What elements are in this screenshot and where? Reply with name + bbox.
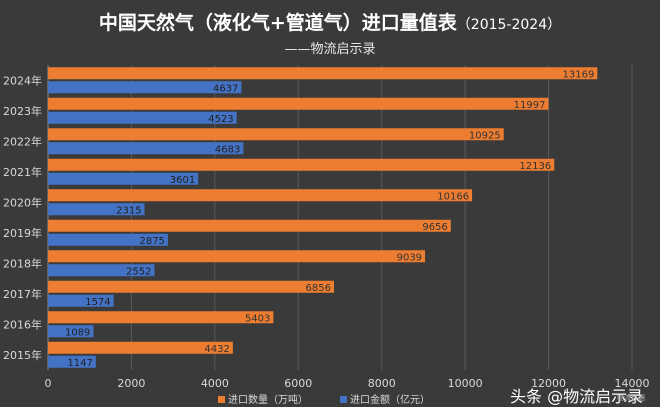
chart-title-years: （2015-2024） — [456, 17, 562, 33]
bar-value — [48, 111, 237, 124]
bar-volume — [48, 250, 426, 263]
chart-title-main: 中国天然气（液化气+管道气）进口量值表 — [98, 12, 457, 34]
bar-value — [48, 203, 145, 216]
y-category-label: 2015年 — [3, 348, 42, 362]
y-category-label: 2017年 — [3, 287, 42, 301]
bar-volume — [48, 128, 504, 141]
legend-label-volume: 进口数量（万吨） — [228, 393, 308, 405]
data-label-volume: 4432 — [204, 344, 229, 355]
bar-value — [48, 294, 114, 307]
y-category-label: 2024年 — [3, 73, 42, 87]
data-label-volume: 10166 — [437, 191, 469, 202]
watermark-small: 物流数据 — [617, 394, 645, 402]
data-label-value: 2552 — [126, 266, 151, 277]
y-category-label: 2018年 — [3, 256, 42, 270]
watermark: 头条 @物流启示录 — [510, 387, 644, 406]
data-label-value: 3601 — [170, 175, 195, 186]
data-label-value: 4523 — [208, 114, 233, 125]
bar-volume — [48, 158, 555, 171]
bar-volume — [48, 219, 451, 232]
bar-volume — [48, 97, 549, 110]
data-label-volume: 11997 — [514, 100, 546, 111]
x-tick-label: 12000 — [531, 377, 566, 390]
bar-value — [48, 172, 199, 185]
x-tick-label: 0 — [45, 377, 52, 390]
data-label-volume: 13169 — [563, 69, 595, 80]
bar-value — [48, 264, 155, 277]
y-category-label: 2021年 — [3, 165, 42, 179]
y-category-label: 2022年 — [3, 134, 42, 148]
chart-title: 中国天然气（液化气+管道气）进口量值表（2015-2024） — [0, 8, 660, 35]
x-tick-label: 8000 — [368, 377, 396, 390]
bar-value — [48, 142, 244, 155]
data-label-volume: 6856 — [306, 283, 331, 294]
y-category-label: 2019年 — [3, 226, 42, 240]
x-tick-label: 10000 — [448, 377, 483, 390]
y-category-label: 2023年 — [3, 104, 42, 118]
data-label-volume: 9656 — [422, 222, 447, 233]
data-label-volume: 5403 — [245, 313, 270, 324]
legend-label-value: 进口金额（亿元） — [350, 393, 430, 405]
bar-volume — [48, 67, 598, 80]
y-category-label: 2016年 — [3, 317, 42, 331]
x-tick-label: 2000 — [117, 377, 145, 390]
x-tick-label: 4000 — [201, 377, 229, 390]
y-category-label: 2020年 — [3, 195, 42, 209]
bar-value — [48, 81, 242, 94]
bar-volume — [48, 280, 334, 293]
data-label-value: 1147 — [67, 358, 92, 369]
data-label-value: 4637 — [213, 83, 238, 94]
data-label-value: 4683 — [215, 144, 240, 155]
data-label-volume: 12136 — [519, 161, 551, 172]
bar-value — [48, 355, 96, 368]
legend-swatch-volume — [218, 396, 225, 403]
bar-value — [48, 233, 168, 246]
data-label-value: 2875 — [139, 236, 164, 247]
bar-value — [48, 325, 94, 338]
bar-volume — [48, 341, 233, 354]
data-label-volume: 10925 — [469, 130, 501, 141]
legend-swatch-value — [340, 396, 347, 403]
data-label-value: 1089 — [65, 327, 90, 338]
bar-volume — [48, 311, 274, 324]
data-label-value: 1574 — [85, 297, 110, 308]
x-tick-label: 14000 — [615, 377, 650, 390]
chart-subtitle: ——物流启示录 — [284, 42, 376, 57]
data-label-volume: 9039 — [397, 252, 422, 263]
data-label-value: 2315 — [116, 205, 141, 216]
bar-volume — [48, 189, 473, 202]
x-tick-label: 6000 — [284, 377, 312, 390]
